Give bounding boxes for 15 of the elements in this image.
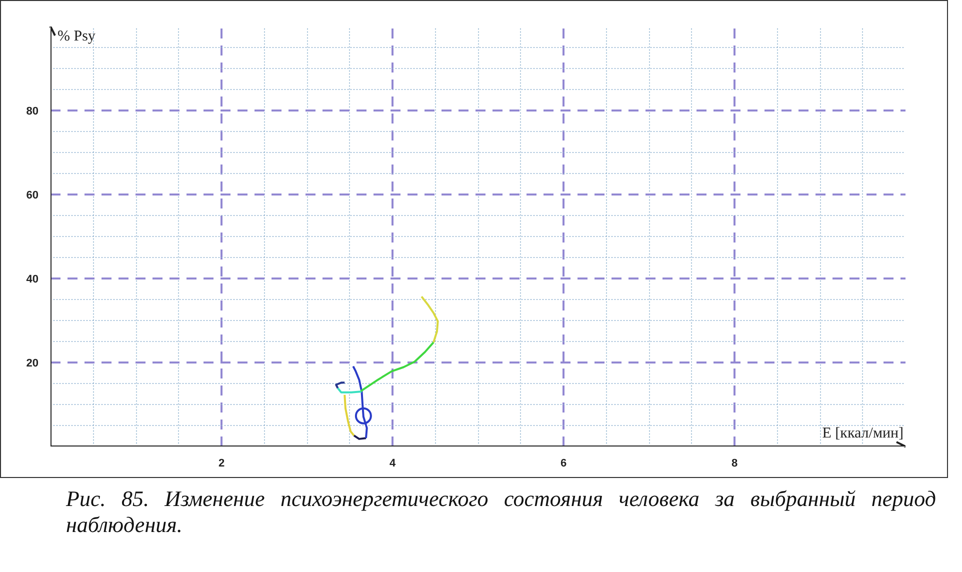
x-tick-label: 6 [560, 458, 567, 470]
line-series [352, 365, 368, 440]
x-tick-label: 8 [731, 458, 738, 470]
text: Рис. 85. Изменение психоэнергетического состояния человека за выбранный период наблюдения. [66, 486, 936, 538]
line-series [360, 341, 435, 392]
y-tick-label: 80 [26, 106, 39, 118]
y-axis-title: % Psy [58, 28, 96, 44]
line-series [344, 394, 356, 437]
line-series [420, 296, 439, 344]
y-tick-label: 60 [26, 190, 39, 202]
x-axis-title: E [ккал/мин] [822, 426, 904, 442]
y-tick-label: 40 [26, 274, 39, 286]
y-tick-label: 20 [26, 358, 39, 370]
x-tick-label: 4 [389, 458, 396, 470]
x-tick-label: 2 [218, 458, 225, 470]
